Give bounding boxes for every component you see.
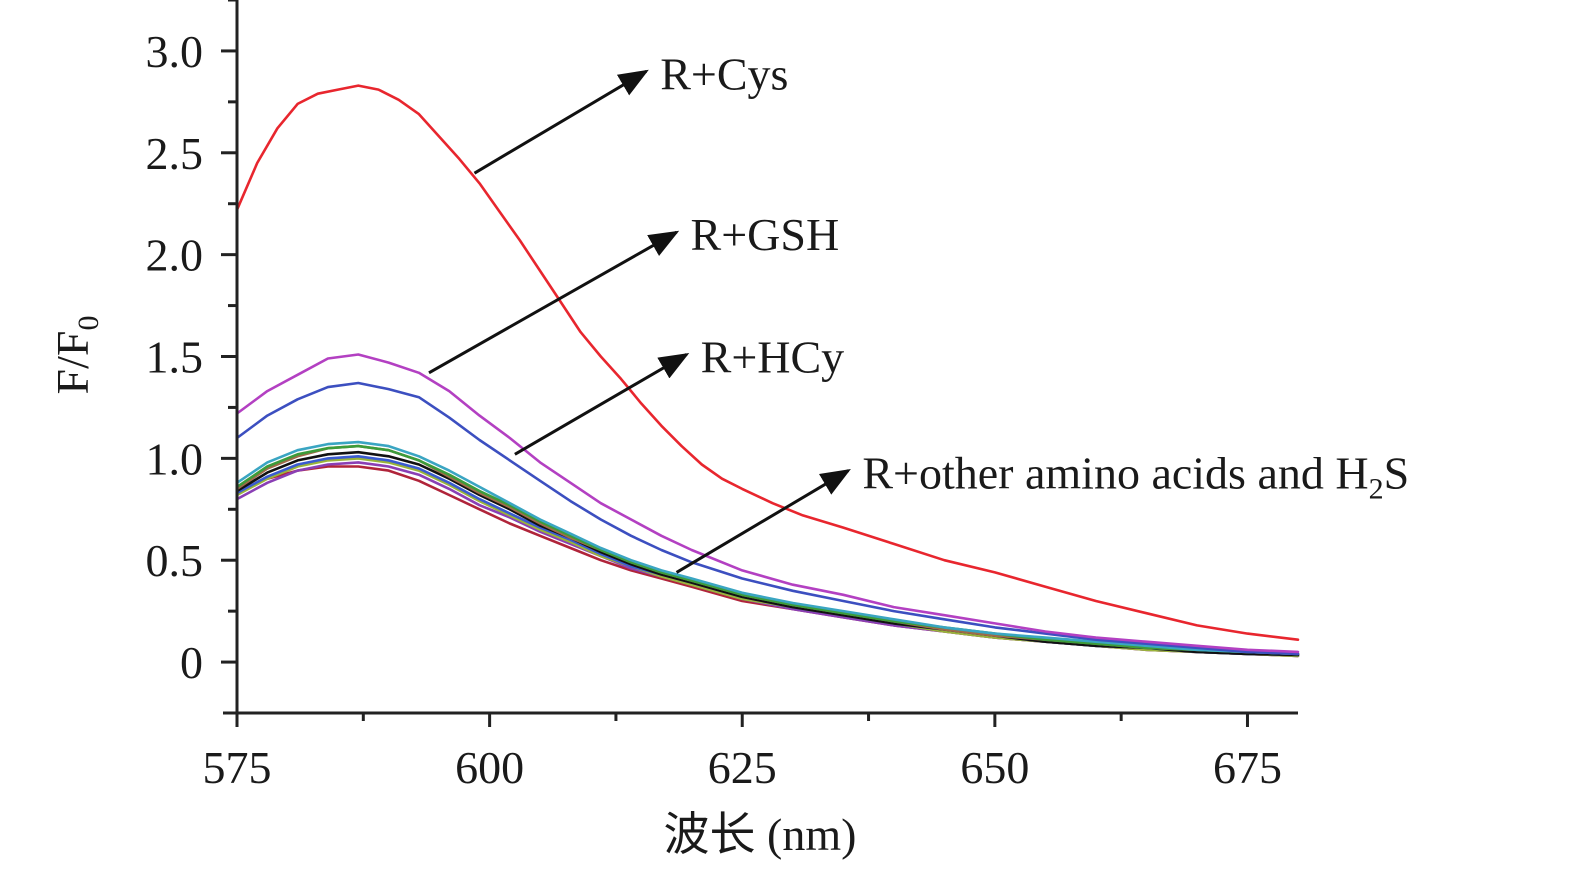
annotation-arrow (514, 352, 690, 456)
annotation-label: R+HCy (701, 331, 845, 382)
annotation-arrow (428, 230, 680, 375)
ticks: 0 0.5 1.0 1.5 2.0 2.5 3.0 575 600 625 650 675 (146, 0, 1282, 793)
annotation-label: R+Cys (660, 48, 788, 99)
y-tick-label: 2.5 (146, 128, 204, 179)
annotation-label: R+GSH (691, 209, 840, 260)
annotation-arrow (473, 69, 649, 175)
y-tick-label: 0.5 (146, 535, 204, 586)
series-line-r-hcy (235, 381, 1300, 656)
x-tick-label: 675 (1213, 742, 1282, 793)
y-tick-label: 3.0 (146, 26, 204, 77)
y-axis-title: F/F0 (47, 316, 105, 395)
y-tick-label: 1.0 (146, 433, 204, 484)
x-tick-label: 575 (203, 742, 272, 793)
axes (223, 0, 1298, 727)
y-tick-label: 0 (180, 637, 203, 688)
x-tick-label: 600 (455, 742, 524, 793)
series-line-r-other-amino-acids-and-h2s-black (235, 450, 1300, 657)
y-axis-title-subscript: 0 (72, 316, 105, 331)
y-axis-title-main: F/F (47, 331, 98, 395)
series-line-r-cys (235, 84, 1300, 641)
series-line-r-other-amino-acids-and-h2s-green (235, 444, 1300, 656)
annotation-arrow (675, 469, 851, 574)
y-tick-label: 2.0 (146, 230, 204, 281)
series-layer (235, 84, 1300, 658)
series-line-r-gsh (235, 353, 1300, 654)
x-tick-label: 650 (960, 742, 1029, 793)
annotations: R+Cys R+GSH R+HCy R+other amino acids and H… (428, 48, 1409, 574)
series-line-r-other-amino-acids-and-h2s-teal (235, 440, 1300, 656)
annotation-label: R+other amino acids and H2S (862, 448, 1409, 506)
x-axis-title: 波长 (nm) (664, 809, 857, 860)
x-tick-label: 625 (708, 742, 777, 793)
y-tick-label: 1.5 (146, 332, 204, 383)
